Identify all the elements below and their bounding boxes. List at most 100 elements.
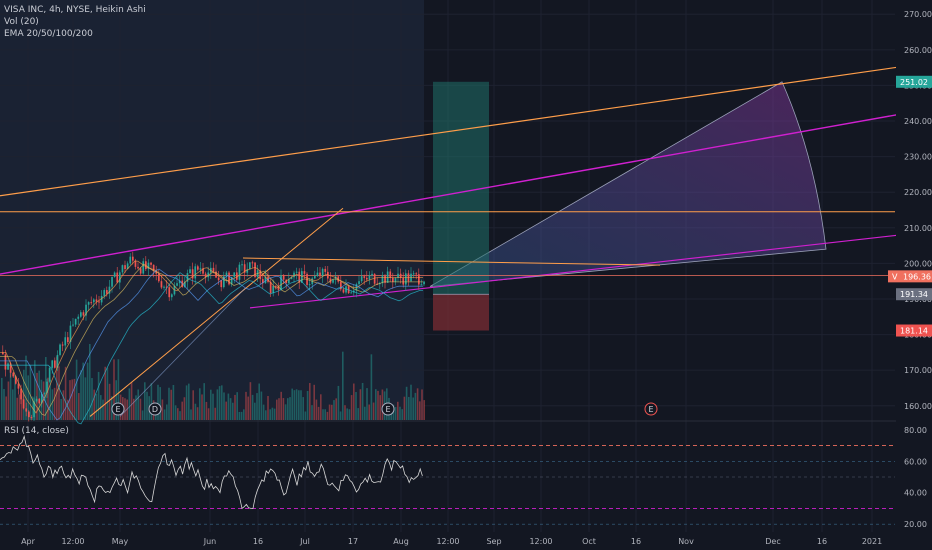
volume-bar <box>207 408 210 420</box>
position-target-zone <box>433 81 489 295</box>
magenta-channel-upper <box>0 107 932 275</box>
volume-bar <box>240 411 243 420</box>
volume-bar <box>342 351 344 420</box>
candle-body <box>147 262 150 270</box>
candle-body <box>121 265 124 273</box>
candle-body <box>334 276 337 280</box>
volume-bar <box>159 387 161 420</box>
volume-bar <box>106 367 109 420</box>
volume-bar <box>95 393 98 420</box>
candle-body <box>142 261 145 274</box>
volume-bar <box>258 383 260 420</box>
candle-body <box>373 273 376 284</box>
candle-body <box>249 262 251 270</box>
candle-body <box>418 274 420 285</box>
volume-bar <box>265 410 267 420</box>
current-price-prefix: V <box>892 272 898 281</box>
volume-bar <box>34 360 36 420</box>
volume-bar <box>203 383 205 420</box>
candle-body <box>342 289 345 293</box>
candle-body <box>275 285 277 287</box>
volume-bar <box>313 384 315 420</box>
volume-bar <box>291 388 293 420</box>
candle-body <box>30 417 33 419</box>
stop-price-badge-bg <box>896 324 932 337</box>
candle-body <box>82 312 85 316</box>
volume-bar <box>45 357 47 420</box>
time-tick-label: 16 <box>253 537 263 546</box>
volume-bar <box>128 388 131 420</box>
volume-bar <box>339 411 342 420</box>
candle-body <box>38 398 41 404</box>
time-tick-label: Dec <box>765 537 780 546</box>
volume-bar <box>5 396 7 420</box>
candle-body <box>405 273 407 285</box>
candle-body <box>327 271 329 279</box>
candle-body <box>184 281 186 287</box>
volume-bar <box>359 389 362 420</box>
price-tick-label: 270.00 <box>904 10 932 19</box>
volume-bar <box>163 409 166 420</box>
volume-bar <box>104 366 106 420</box>
candle-body <box>4 354 7 370</box>
volume-bar <box>256 393 258 420</box>
volume-bar <box>192 390 194 420</box>
candle-body <box>277 286 280 290</box>
volume-bar <box>113 359 115 420</box>
candle-body <box>371 273 373 276</box>
candle-body <box>22 399 25 409</box>
candle-body <box>220 280 223 288</box>
price-tick-label: 200.00 <box>904 259 932 268</box>
volume-bar <box>337 385 340 420</box>
candles <box>2 251 425 422</box>
fan-tool[interactable] <box>429 81 827 287</box>
time-tick-label: 16 <box>817 537 827 546</box>
candle-body <box>35 398 38 402</box>
volume-bar <box>408 396 410 420</box>
candle-body <box>163 286 165 288</box>
volume-bar <box>403 396 406 420</box>
volume-bar <box>210 389 212 420</box>
volume-bar <box>421 389 423 420</box>
candle-body <box>116 272 119 283</box>
candle-body <box>399 273 402 278</box>
volume-bar <box>27 375 29 420</box>
candle-body <box>402 277 405 285</box>
volume-bar <box>333 400 335 420</box>
volume-bar <box>14 374 16 420</box>
rsi-tick-label: 80.00 <box>904 426 927 435</box>
volume-bar <box>80 370 82 420</box>
volume-bar <box>295 389 298 420</box>
volume-bar <box>16 397 18 420</box>
candle-body <box>191 269 194 279</box>
event-marker <box>644 402 658 416</box>
volume-bar <box>372 402 375 420</box>
time-axis[interactable]: Apr 12:00 May Jun 16 Jul 17 Aug 12:00 Sep 12:00 Oct… <box>21 537 882 546</box>
candle-body <box>100 295 103 303</box>
time-tick-label: 17 <box>348 537 358 546</box>
volume-bar <box>322 409 324 420</box>
candle-body <box>95 299 98 302</box>
volume-bar <box>1 377 3 420</box>
time-tick-label: Sep <box>486 537 501 546</box>
volume-bar <box>245 391 247 420</box>
ema-line <box>0 260 423 414</box>
ema-line <box>0 272 423 425</box>
entry-price-badge: 191.34 <box>900 290 928 299</box>
volume-bar <box>311 405 313 420</box>
volume-bar <box>289 397 291 420</box>
volume-bar <box>9 370 12 420</box>
candle-body <box>308 284 311 286</box>
long-position-tool[interactable] <box>433 81 489 331</box>
volume-bar <box>29 365 32 420</box>
candle-body <box>33 401 35 418</box>
candle-body <box>301 271 303 283</box>
candle-body <box>152 264 155 272</box>
trend-lines[interactable] <box>0 61 932 417</box>
orange-trendline-upper <box>0 61 932 197</box>
earnings-label: E <box>648 405 653 414</box>
volume-bar <box>416 388 419 420</box>
candle-body <box>415 273 418 275</box>
position-stop-zone <box>433 294 489 331</box>
